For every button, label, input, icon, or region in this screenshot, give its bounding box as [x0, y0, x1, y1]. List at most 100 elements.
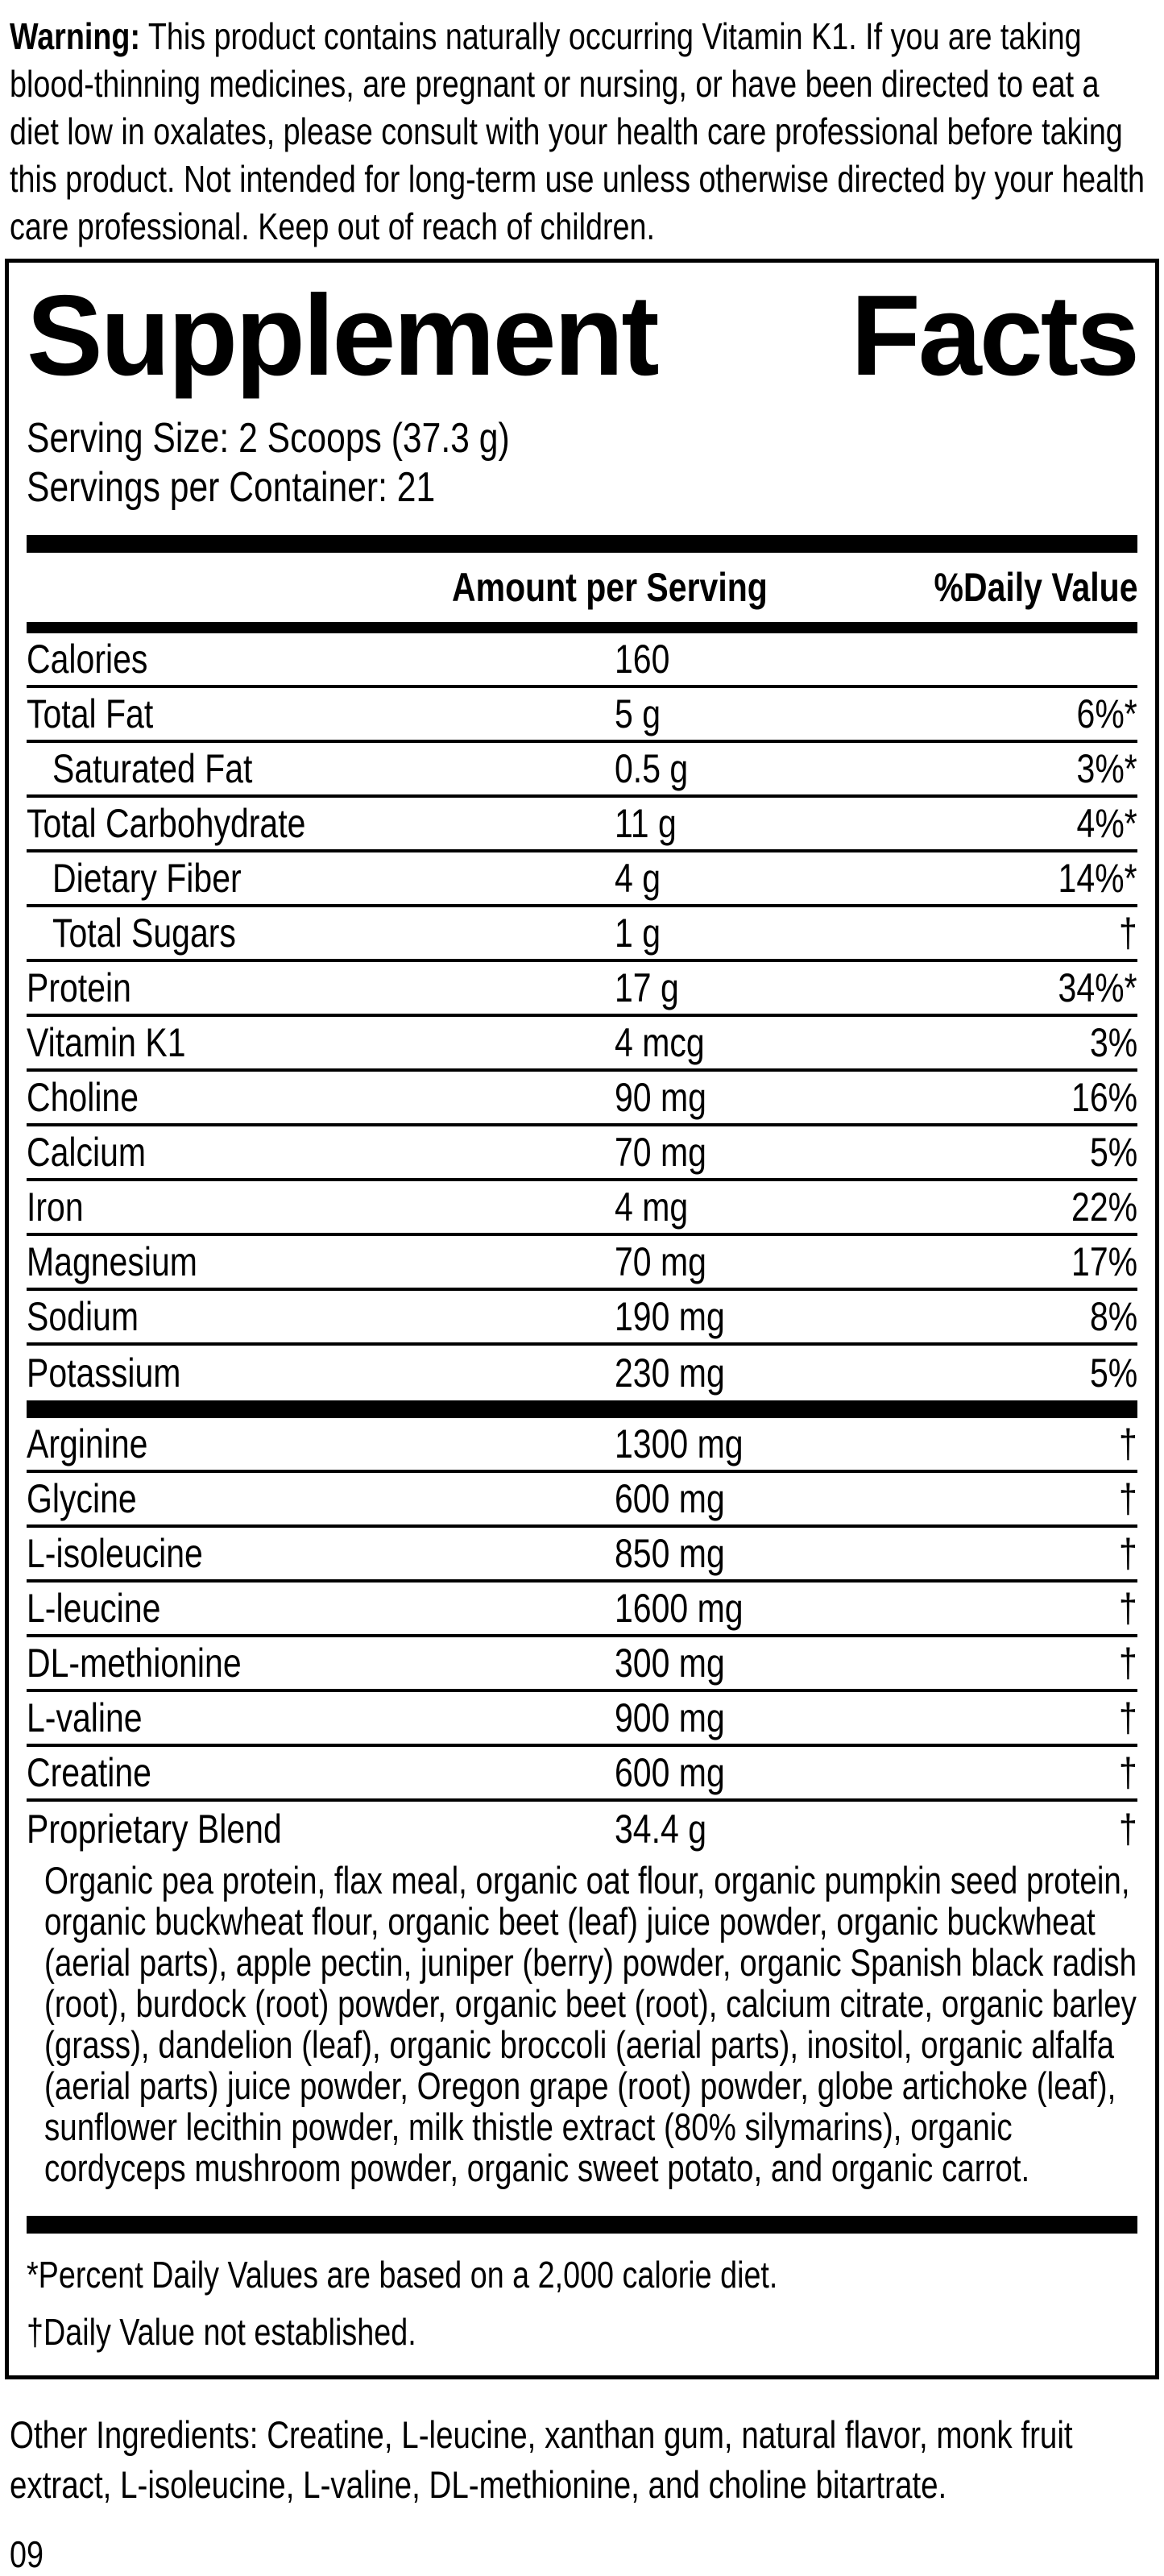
row-label: Choline — [27, 1075, 139, 1120]
row-amount: 900 mg — [615, 1695, 725, 1740]
panel-title: Supplement Facts — [27, 272, 1140, 400]
row-daily-value: 22% — [1071, 1184, 1137, 1230]
thick-divider-header — [27, 622, 1137, 633]
table-row: L-isoleucine 850 mg † — [27, 1528, 1137, 1583]
row-daily-value: 16% — [1071, 1075, 1137, 1120]
table-row: Glycine 600 mg † — [27, 1473, 1137, 1528]
row-amount: 1600 mg — [615, 1586, 744, 1631]
amino-acid-rows: Arginine 1300 mg † Glycine 600 mg † L-isoleuci… — [27, 1418, 1137, 1802]
row-daily-value: † — [1119, 911, 1137, 956]
table-row: Total Fat 5 g 6%* — [27, 688, 1137, 743]
serving-size: Serving Size: 2 Scoops (37.3 g) — [27, 415, 510, 462]
table-row: Magnesium 70 mg 17% — [27, 1236, 1137, 1291]
row-daily-value: † — [1119, 1807, 1137, 1852]
row-amount: 17 g — [615, 965, 679, 1010]
row-daily-value: 34%* — [1058, 965, 1137, 1010]
thick-divider-footnotes — [27, 2216, 1137, 2234]
row-amount: 190 mg — [615, 1294, 725, 1339]
row-daily-value: † — [1119, 1695, 1137, 1740]
row-label: Calcium — [27, 1130, 147, 1175]
row-label: Proprietary Blend — [27, 1807, 282, 1852]
row-daily-value: † — [1119, 1750, 1137, 1795]
row-label: Magnesium — [27, 1239, 197, 1284]
table-row: DL-methionine 300 mg † — [27, 1637, 1137, 1692]
panel-title-word-supplement: Supplement — [27, 272, 660, 400]
table-row: Total Carbohydrate 11 g 4%* — [27, 798, 1137, 852]
row-daily-value: † — [1119, 1421, 1137, 1466]
row-label: Potassium — [27, 1350, 181, 1396]
row-daily-value: 3% — [1089, 1020, 1137, 1065]
row-amount: 0.5 g — [615, 746, 689, 791]
row-daily-value: 4%* — [1076, 801, 1137, 846]
row-amount: 160 — [615, 637, 670, 682]
row-amount: 11 g — [615, 801, 677, 846]
table-row: Sodium 190 mg 8% — [27, 1291, 1137, 1346]
nutrient-rows: Calories 160 Total Fat 5 g 6%* Saturated Fat 0… — [27, 633, 1137, 1400]
column-header-amount: Amount per Serving — [452, 565, 768, 610]
table-row: Saturated Fat 0.5 g 3%* — [27, 743, 1137, 798]
table-row: Potassium 230 mg 5% — [27, 1346, 1137, 1400]
table-row: Calories 160 — [27, 633, 1137, 688]
column-header-daily-value: %Daily Value — [934, 565, 1137, 610]
table-row: L-leucine 1600 mg † — [27, 1583, 1137, 1637]
table-row: Iron 4 mg 22% — [27, 1181, 1137, 1236]
row-daily-value: † — [1119, 1641, 1137, 1686]
row-daily-value: 6%* — [1076, 691, 1137, 736]
row-amount: 600 mg — [615, 1476, 725, 1521]
supplement-facts-panel: Supplement Facts Serving Size: 2 Scoops … — [5, 259, 1159, 2379]
proprietary-blend-row: Proprietary Blend 34.4 g † — [27, 1802, 1137, 1856]
row-label: DL-methionine — [27, 1641, 242, 1686]
row-label: Iron — [27, 1184, 84, 1230]
row-label: Creatine — [27, 1750, 151, 1795]
table-row: Protein 17 g 34%* — [27, 962, 1137, 1017]
row-daily-value: 5% — [1089, 1350, 1137, 1396]
row-daily-value: † — [1119, 1586, 1137, 1631]
table-row: Choline 90 mg 16% — [27, 1072, 1137, 1126]
footnote-percent-daily-value: *Percent Daily Values are based on a 2,0… — [27, 2254, 778, 2296]
row-amount: 1300 mg — [615, 1421, 744, 1466]
other-ingredients: Other Ingredients: Creatine, L-leucine, … — [10, 2413, 1073, 2506]
row-amount: 600 mg — [615, 1750, 725, 1795]
row-daily-value: † — [1119, 1476, 1137, 1521]
row-amount: 1 g — [615, 911, 661, 956]
warning-label: Warning: — [10, 15, 141, 57]
row-amount: 4 g — [615, 856, 661, 901]
row-amount: 34.4 g — [615, 1807, 706, 1852]
row-daily-value: 14%* — [1058, 856, 1137, 901]
row-amount: 4 mcg — [615, 1020, 705, 1065]
table-row: Calcium 70 mg 5% — [27, 1126, 1137, 1181]
warning-text: Warning: This product contains naturally… — [0, 0, 1164, 251]
table-row: L-valine 900 mg † — [27, 1692, 1137, 1747]
row-label: Saturated Fat — [52, 746, 253, 791]
table-row: Total Sugars 1 g † — [27, 907, 1137, 962]
blend-description: Organic pea protein, flax meal, organic … — [44, 1859, 1137, 2189]
row-amount: 230 mg — [615, 1350, 725, 1396]
table-row: Creatine 600 mg † — [27, 1747, 1137, 1802]
row-daily-value: † — [1119, 1531, 1137, 1576]
row-amount: 300 mg — [615, 1641, 725, 1686]
table-row: Vitamin K1 4 mcg 3% — [27, 1017, 1137, 1072]
row-amount: 70 mg — [615, 1239, 706, 1284]
row-daily-value: 3%* — [1076, 746, 1137, 791]
row-daily-value: 5% — [1089, 1130, 1137, 1175]
column-headers: Amount per Serving %Daily Value — [27, 553, 1137, 622]
footnote-daily-value-not-established: †Daily Value not established. — [27, 2311, 416, 2353]
warning-body: This product contains naturally occurrin… — [10, 15, 1145, 247]
row-amount: 850 mg — [615, 1531, 725, 1576]
row-label: Glycine — [27, 1476, 137, 1521]
row-daily-value: 8% — [1089, 1294, 1137, 1339]
table-row: Proprietary Blend 34.4 g † — [27, 1802, 1137, 1856]
row-label: L-leucine — [27, 1586, 161, 1631]
row-label: Dietary Fiber — [52, 856, 242, 901]
page-number: 09 — [10, 2533, 43, 2575]
row-label: Protein — [27, 965, 131, 1010]
row-amount: 4 mg — [615, 1184, 689, 1230]
footnotes: *Percent Daily Values are based on a 2,0… — [27, 2246, 1137, 2364]
row-amount: 70 mg — [615, 1130, 706, 1175]
servings-per-container: Servings per Container: 21 — [27, 464, 436, 511]
table-row: Dietary Fiber 4 g 14%* — [27, 852, 1137, 907]
row-label: Calories — [27, 637, 148, 682]
row-label: Total Fat — [27, 691, 154, 736]
row-label: Arginine — [27, 1421, 148, 1466]
